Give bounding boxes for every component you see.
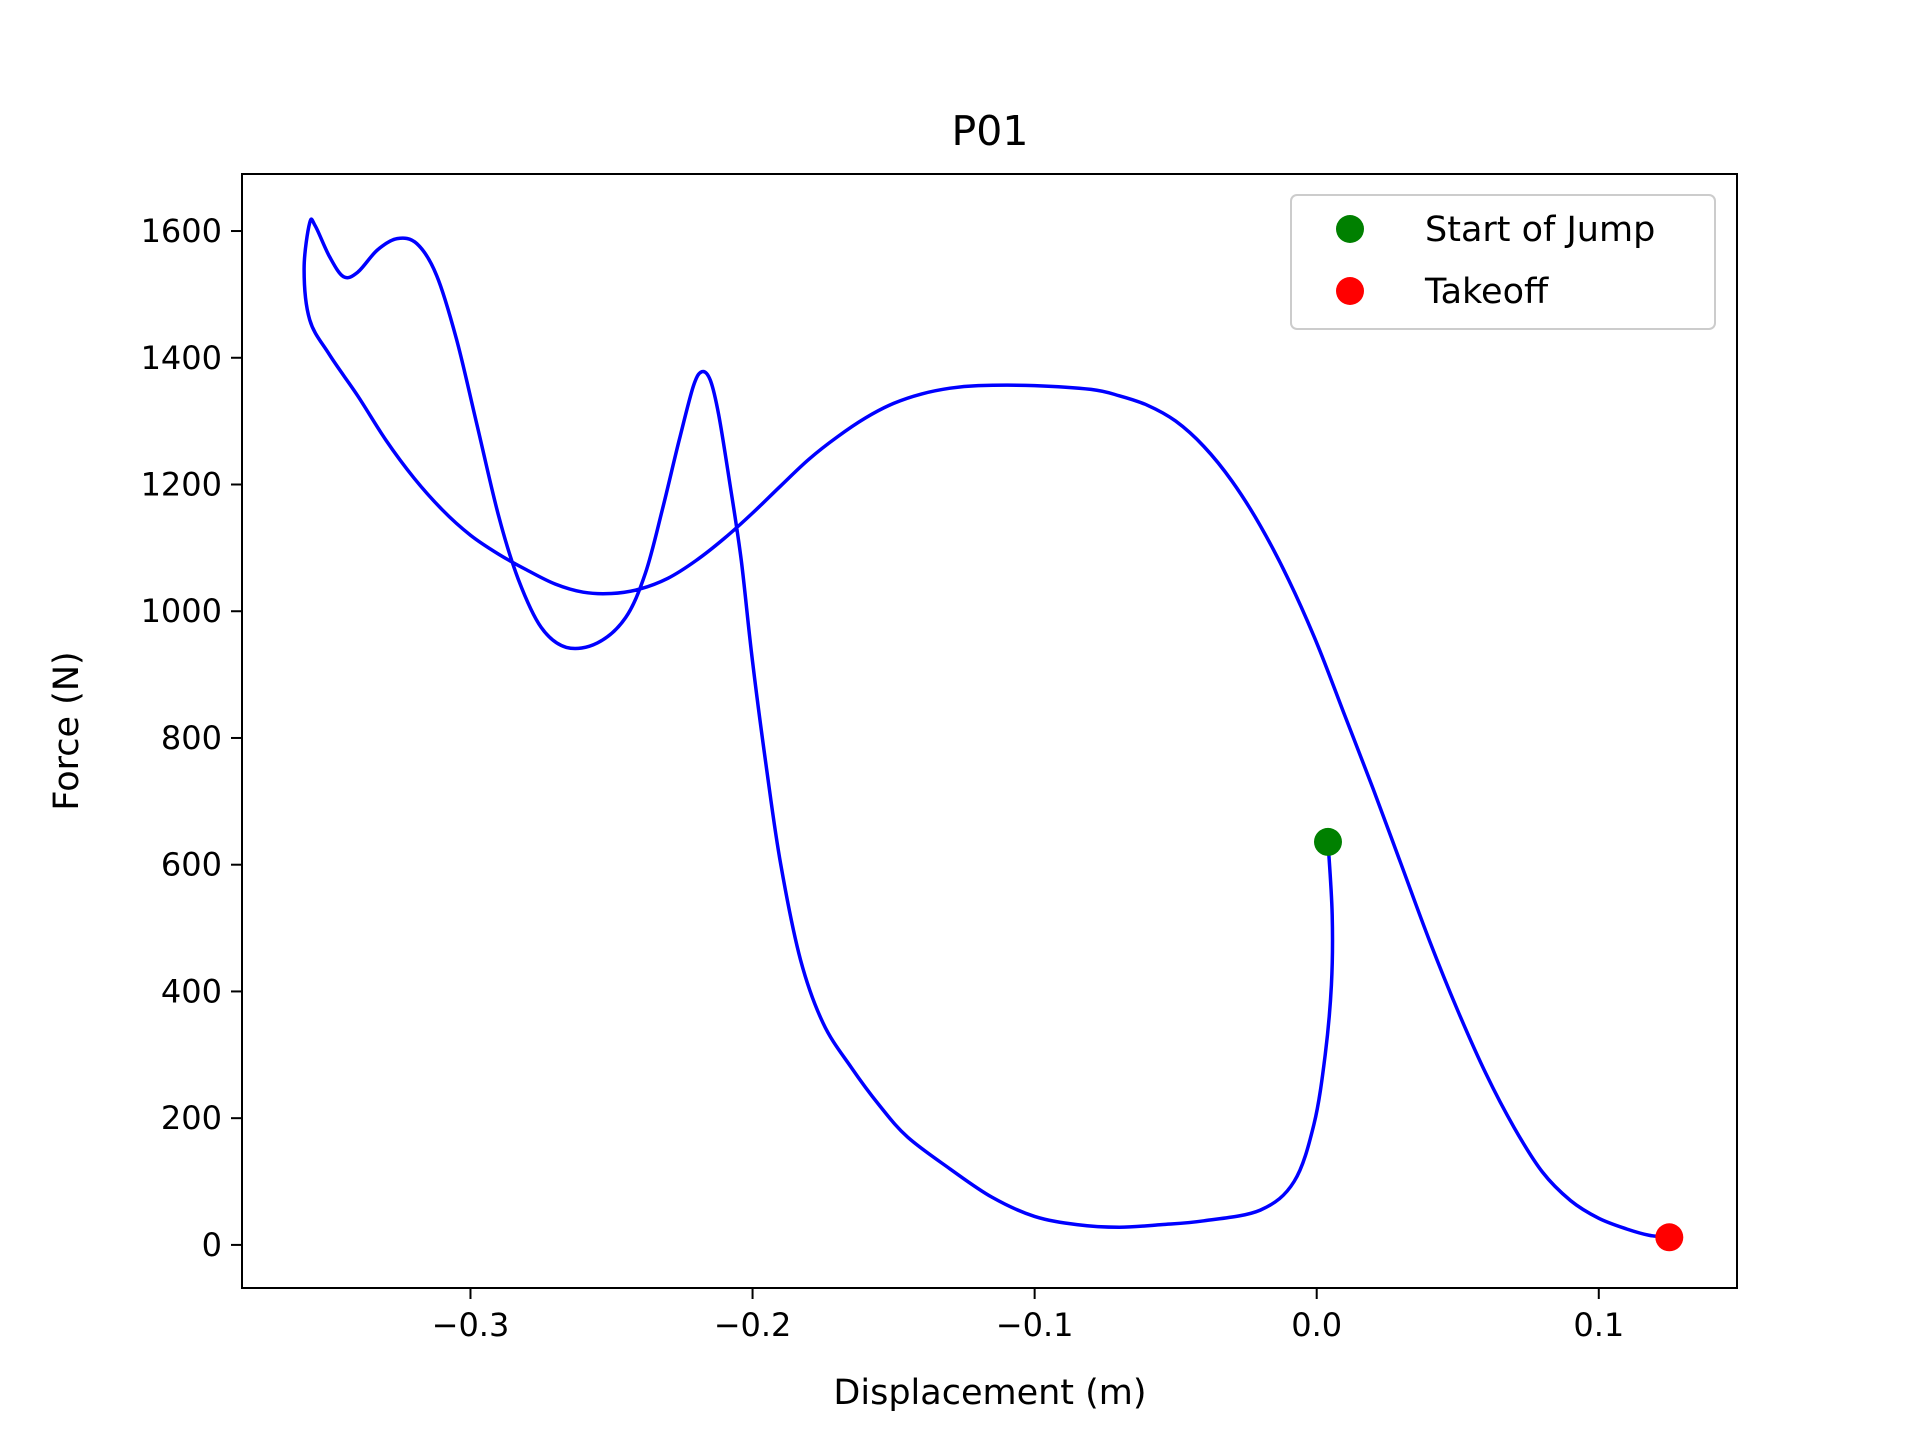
y-tick-label: 600 (161, 846, 222, 884)
y-axis-label: Force (N) (47, 651, 87, 810)
legend: Start of Jump Takeoff (1290, 194, 1716, 330)
y-tick-label: 400 (161, 972, 222, 1010)
legend-marker-start-of-jump (1336, 215, 1364, 243)
y-tick-label: 1400 (141, 339, 222, 377)
x-tick-label: −0.2 (714, 1306, 792, 1344)
chart-title: P01 (952, 107, 1029, 155)
legend-label-start-of-jump: Start of Jump (1425, 210, 1655, 250)
x-axis-label: Displacement (m) (833, 1373, 1146, 1413)
y-tick-label: 0 (202, 1226, 222, 1264)
y-tick-label: 1600 (141, 212, 222, 250)
legend-marker-takeoff (1336, 277, 1364, 305)
plot-frame (241, 173, 1738, 1289)
legend-box (1290, 194, 1716, 330)
legend-label-takeoff: Takeoff (1424, 272, 1549, 312)
x-axis: −0.3 −0.2 −0.1 0.0 0.1 (432, 1288, 1624, 1344)
x-tick-label: −0.3 (432, 1306, 510, 1344)
y-axis: 0 200 400 600 800 1000 1200 1400 1600 (141, 212, 242, 1264)
x-tick-label: −0.1 (996, 1306, 1074, 1344)
x-tick-label: 0.0 (1291, 1306, 1342, 1344)
plot-area (302, 217, 1684, 1252)
y-tick-label: 1000 (141, 592, 222, 630)
y-tick-label: 200 (161, 1099, 222, 1137)
takeoff-marker (1655, 1223, 1684, 1252)
y-tick-label: 800 (161, 719, 222, 757)
x-tick-label: 0.1 (1573, 1306, 1624, 1344)
force-displacement-line (302, 217, 1670, 1240)
start-of-jump-marker (1313, 827, 1342, 856)
y-tick-label: 1200 (141, 466, 222, 504)
